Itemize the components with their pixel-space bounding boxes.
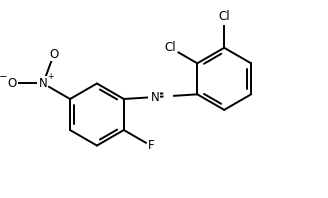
Text: Cl: Cl: [165, 41, 176, 54]
Text: O: O: [49, 48, 58, 61]
Text: +: +: [47, 72, 53, 81]
Text: −: −: [0, 72, 8, 82]
Text: O: O: [8, 77, 17, 90]
Text: N: N: [39, 77, 48, 90]
Text: Cl: Cl: [218, 10, 230, 23]
Text: F: F: [147, 139, 154, 152]
Text: N: N: [151, 90, 159, 104]
